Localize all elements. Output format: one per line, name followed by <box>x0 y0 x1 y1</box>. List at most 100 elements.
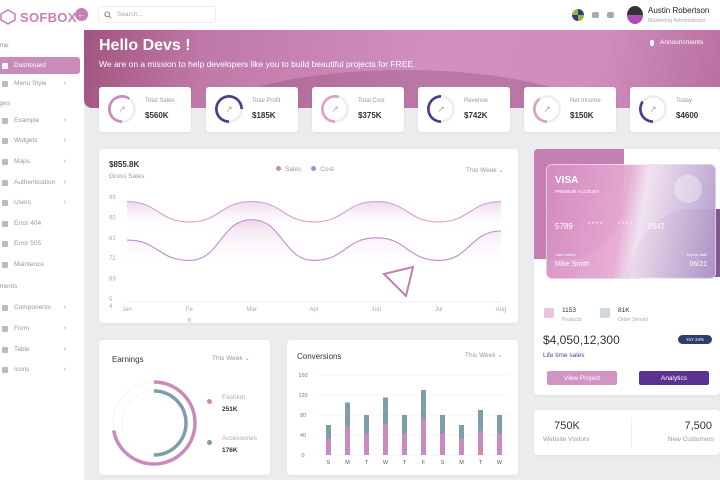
progress-ring: ↗ <box>215 95 243 123</box>
chevron-right-icon: › <box>63 80 66 87</box>
bar-segment[interactable] <box>440 415 445 434</box>
divider <box>631 418 632 448</box>
y-tick-label: 72 <box>109 256 116 262</box>
stat-value: $150K <box>570 111 594 120</box>
sidebar-item-error-404[interactable]: Error 404 <box>0 215 80 232</box>
bar-segment[interactable] <box>326 439 331 455</box>
series-area-cost <box>127 219 501 268</box>
banner-title: Hello Devs ! <box>99 37 191 54</box>
sidebar-item-example[interactable]: Example › <box>0 112 80 129</box>
series-line-sales <box>126 200 502 223</box>
chevron-right-icon: › <box>63 346 66 353</box>
sidebar-item-form[interactable]: Form › <box>0 320 80 337</box>
products-label: Products <box>562 317 582 323</box>
arrow-up-right-icon: ↗ <box>437 103 445 114</box>
card-number: 5789 * * * * * * * * 2847 <box>555 222 665 231</box>
earnings-period-dropdown[interactable]: This Week ⌄ <box>212 355 250 362</box>
sidebar-item-dashboard[interactable]: Dashboard <box>0 57 80 74</box>
x-tick-label: M <box>345 460 350 466</box>
analytics-button[interactable]: Analytics <box>639 371 709 385</box>
collapse-sidebar-button[interactable]: ← <box>75 8 88 21</box>
arrow-up-right-icon: ↗ <box>543 103 551 114</box>
chevron-right-icon: › <box>63 158 66 165</box>
expire-date: 06/21 <box>689 261 707 268</box>
bar-segment[interactable] <box>326 425 331 439</box>
language-flag-icon[interactable] <box>572 9 584 21</box>
menu-item-icon <box>2 325 8 332</box>
sidebar-item-error-505[interactable]: Error 505 <box>0 235 80 252</box>
bar-segment[interactable] <box>421 390 426 420</box>
menu-item-icon <box>2 366 8 373</box>
stat-card-net-income[interactable]: ↗ Net Income $150K <box>524 87 616 132</box>
x-tick-label: S <box>441 460 445 466</box>
menu-item-icon <box>2 346 8 353</box>
logo[interactable]: SOFBOX <box>0 6 77 28</box>
announcements-button[interactable]: Announcments <box>650 39 703 46</box>
bar-segment[interactable] <box>345 402 350 427</box>
stat-label: Today <box>676 98 693 104</box>
y-tick-label: 90 <box>109 215 116 221</box>
sidebar-item-maintence[interactable]: Maintence <box>0 256 80 273</box>
expire-label: Expire date <box>686 252 707 257</box>
bar-segment[interactable] <box>497 415 502 434</box>
y-tick-label: 80 <box>300 413 306 419</box>
x-tick-label: Apr <box>309 307 318 313</box>
ring-fashion[interactable] <box>111 380 197 466</box>
x-tick-label: W <box>497 460 503 466</box>
avatar[interactable] <box>627 6 643 24</box>
view-project-button[interactable]: View Project <box>547 371 617 385</box>
x-tick-label: M <box>459 460 464 466</box>
orders-label: Order Served <box>618 317 649 323</box>
stat-card-total-cost[interactable]: ↗ Total Cost $375K <box>312 87 404 132</box>
gross-period-dropdown[interactable]: This Week ⌄ <box>466 167 504 174</box>
sidebar-item-widgets[interactable]: Widgets › <box>0 132 80 149</box>
gross-label: Gross Sales <box>109 173 145 180</box>
bar-segment[interactable] <box>383 424 388 456</box>
bar-segment[interactable] <box>459 425 464 439</box>
user-name[interactable]: Austin Robertson <box>648 6 710 15</box>
menu-item-icon <box>2 158 8 165</box>
sidebar-item-users[interactable]: Users › <box>0 194 80 211</box>
sidebar-item-label: Icons <box>14 366 30 373</box>
sidebar-item-maps[interactable]: Maps › <box>0 153 80 170</box>
bar-segment[interactable] <box>497 433 502 456</box>
stat-card-today[interactable]: ↗ Today $4600 <box>630 87 720 132</box>
x-tick-label: S <box>327 460 331 466</box>
bar-segment[interactable] <box>345 426 350 456</box>
conversions-period-dropdown[interactable]: This Week ⌄ <box>465 352 503 359</box>
bar-segment[interactable] <box>383 397 388 425</box>
menu-item-icon <box>2 240 8 247</box>
bar-segment[interactable] <box>364 433 369 456</box>
bar-segment[interactable] <box>402 433 407 456</box>
stat-card-revenue[interactable]: ↗ Revenue $742K <box>418 87 510 132</box>
bar-segment[interactable] <box>402 415 407 434</box>
legend-sales: Sales <box>276 166 301 173</box>
sidebar-item-icons[interactable]: Icons › <box>0 361 80 378</box>
legend-value: 176K <box>222 447 238 454</box>
sidebar: SOFBOX ome ages ements Dashboard Menu Style ›… <box>0 0 84 480</box>
bar-segment[interactable] <box>478 431 483 455</box>
bar-segment[interactable] <box>421 419 426 456</box>
bell-icon[interactable] <box>592 12 599 18</box>
stat-card-total-sales[interactable]: ↗ Total Sales $560K <box>99 87 191 132</box>
sidebar-item-components[interactable]: Components › <box>0 299 80 316</box>
bar-segment[interactable] <box>478 410 483 431</box>
bar-segment[interactable] <box>459 439 464 455</box>
mail-icon[interactable] <box>607 12 614 18</box>
sidebar-item-authentication[interactable]: Authentication › <box>0 174 80 191</box>
visa-card[interactable]: VISA PREMIUM ACCOUNT 5789 * * * * * * * * 2… <box>546 164 716 279</box>
stat-value: $560K <box>145 111 169 120</box>
search-input[interactable]: Search... <box>98 6 216 23</box>
sidebar-item-menu-style[interactable]: Menu Style › <box>0 75 80 92</box>
bar-segment[interactable] <box>364 415 369 434</box>
sidebar-item-table[interactable]: Table › <box>0 341 80 358</box>
stat-card-total-profit[interactable]: ↗ Total Profit $185K <box>206 87 298 132</box>
lifetime-sales-value: $4,050,12,300 <box>543 333 620 347</box>
holder-name: Mike Smith <box>555 261 590 268</box>
menu-item-icon <box>2 137 8 144</box>
bar-segment[interactable] <box>440 433 445 456</box>
ring-accessories[interactable] <box>120 389 188 457</box>
yoy-badge: YoY 24% <box>678 335 712 344</box>
customers-label: New Customers <box>667 436 714 443</box>
